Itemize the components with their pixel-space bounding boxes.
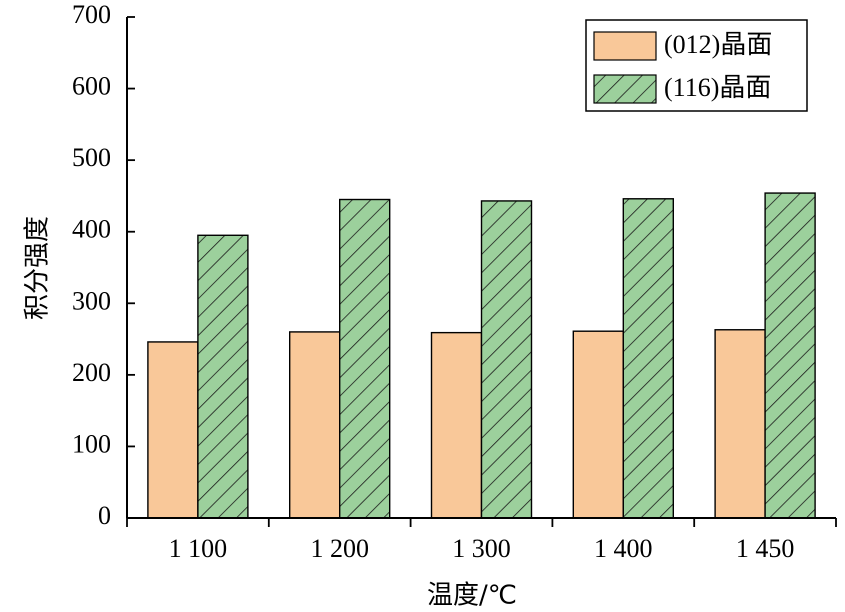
y-tick-label-7: 600 xyxy=(72,72,111,101)
x-tick-label-3: 1 300 xyxy=(452,534,511,563)
legend-label-116: (116)晶面 xyxy=(664,73,771,102)
plot-area: 1 100 1 200 1 300 1 400 1 450 0 100 200 300 400 50… xyxy=(72,0,837,563)
y-tick-label-6: 500 xyxy=(72,143,111,172)
legend-label-012: (012)晶面 xyxy=(664,30,772,59)
x-tick-label-5: 1 450 xyxy=(736,534,795,563)
y-tick-label-2: 100 xyxy=(72,429,111,458)
bar-series1-4 xyxy=(572,330,624,519)
bar-series2-2 xyxy=(339,198,391,519)
bar-series1-2 xyxy=(289,331,341,519)
y-tick-label-8: 700 xyxy=(72,0,111,29)
legend: (012)晶面 (116)晶面 xyxy=(585,19,808,112)
legend-swatch-012 xyxy=(593,31,657,61)
bar-series2-1 xyxy=(197,234,249,519)
x-tick-label-1: 1 100 xyxy=(169,534,228,563)
bar-series2-3 xyxy=(480,200,533,519)
bar-series1-3 xyxy=(430,331,483,519)
bar-series1-1 xyxy=(147,341,199,519)
legend-swatch-116 xyxy=(593,74,657,104)
y-tick-label-4: 300 xyxy=(72,286,111,315)
bar-series2-5 xyxy=(764,192,816,519)
bar-series1-5 xyxy=(714,329,766,519)
y-tick-label-1: 0 xyxy=(98,501,111,530)
y-axis-title: 积分强度 xyxy=(23,216,53,320)
x-axis-title: 温度/℃ xyxy=(427,581,517,611)
x-tick-label-4: 1 400 xyxy=(594,534,653,563)
y-tick-label-5: 400 xyxy=(72,215,111,244)
bar-series2-4 xyxy=(622,198,674,519)
y-tick-label-3: 200 xyxy=(72,358,111,387)
x-tick-label-2: 1 200 xyxy=(310,534,369,563)
